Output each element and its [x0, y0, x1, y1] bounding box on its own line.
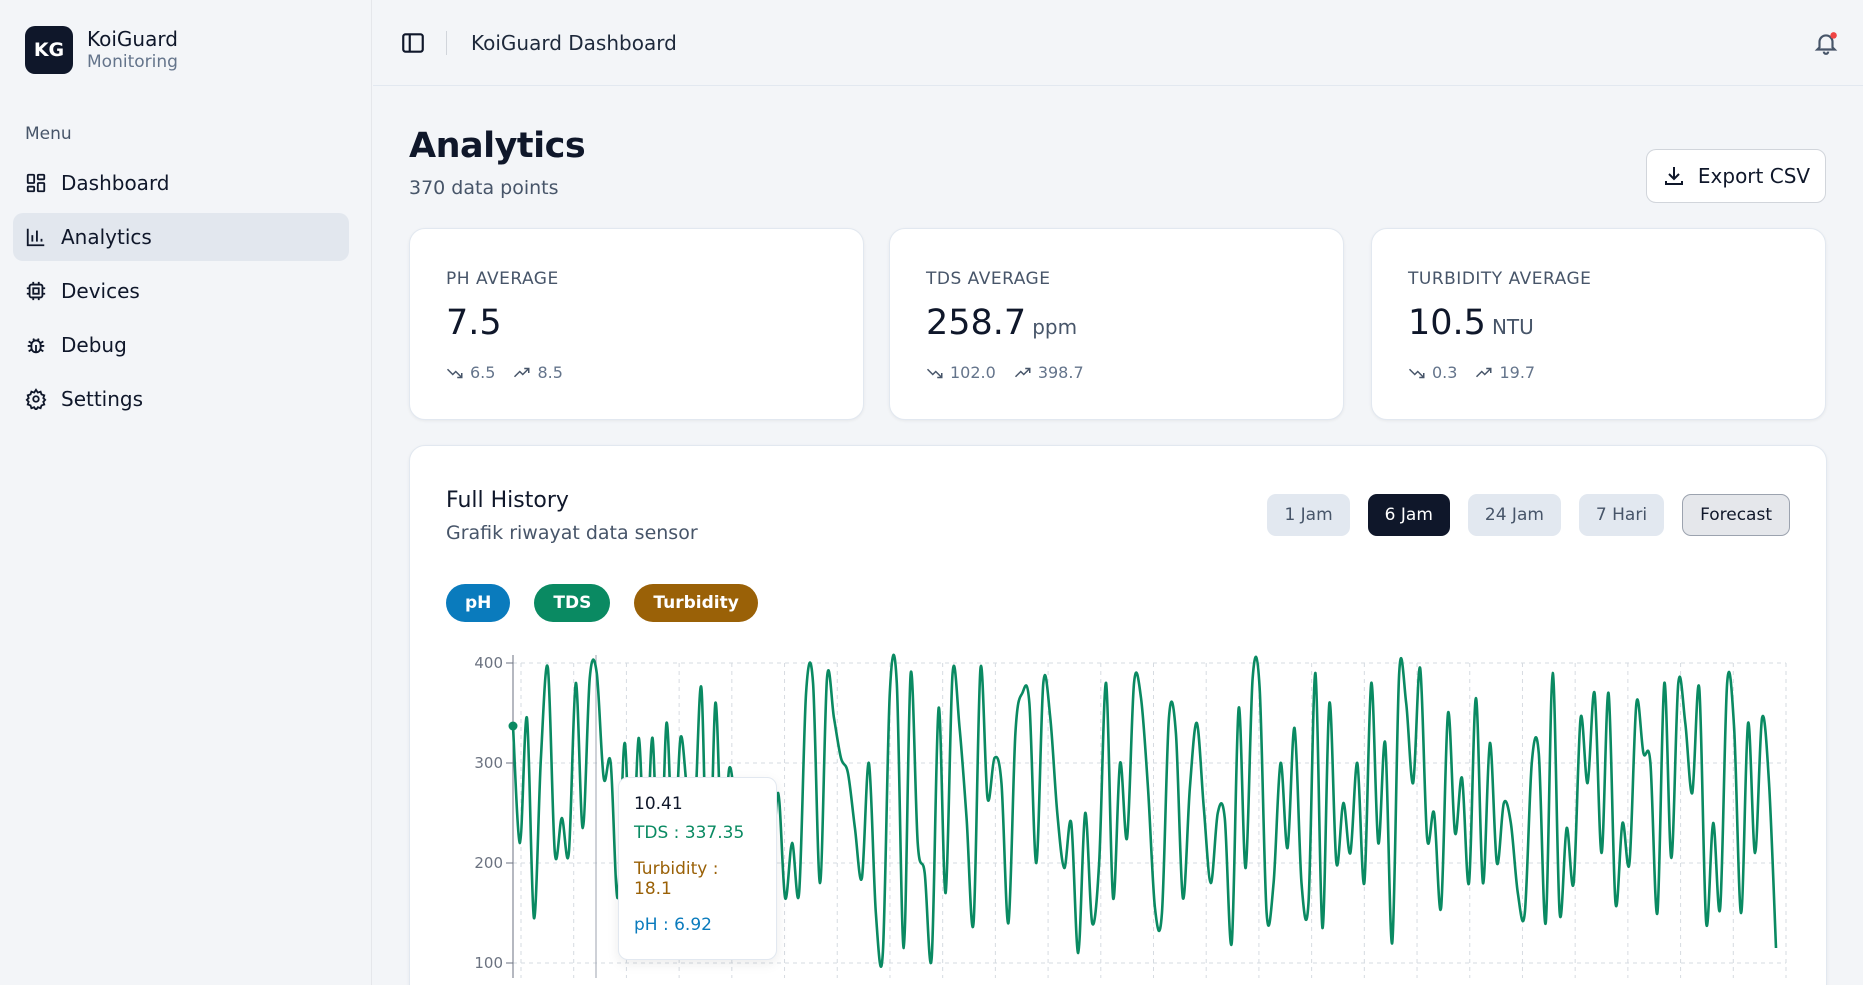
sidebar-item-debug[interactable]: Debug — [13, 321, 349, 369]
tooltip-turbidity: Turbidity : 18.1 — [634, 859, 719, 899]
stat-max: 8.5 — [537, 363, 563, 382]
chart-subtitle: Grafik riwayat data sensor — [446, 522, 698, 544]
trending-down-icon — [926, 368, 943, 378]
page-subtitle: 370 data points — [409, 177, 559, 199]
stat-value: 7.5 — [446, 303, 502, 343]
header-title: KoiGuard Dashboard — [471, 30, 677, 55]
stat-value-number: 10.5 — [1408, 303, 1486, 343]
stat-unit: ppm — [1032, 315, 1078, 339]
sidebar-item-analytics[interactable]: Analytics — [13, 213, 349, 261]
bell-icon[interactable] — [1813, 30, 1839, 56]
sidebar: KG KoiGuard Monitoring Menu Dashboard An… — [0, 0, 372, 985]
dashboard-icon — [26, 173, 46, 193]
active-point — [508, 721, 518, 731]
trending-up-icon — [514, 367, 530, 377]
download-icon — [1664, 167, 1683, 185]
stat-label: TDS AVERAGE — [926, 269, 1051, 289]
bug-icon — [27, 338, 45, 354]
series-toggle-tds[interactable]: TDS — [534, 584, 611, 622]
menu-label: Menu — [25, 124, 72, 144]
sidebar-item-label: Settings — [61, 387, 144, 411]
stat-value: 10.5 NTU — [1408, 303, 1534, 343]
range-selector: 1 Jam 6 Jam 24 Jam 7 Hari Forecast — [1249, 494, 1790, 536]
stat-range: 102.0 398.7 — [926, 363, 1102, 382]
notification-dot — [1830, 32, 1837, 39]
y-tick-label: 400 — [474, 654, 503, 672]
range-button-7-hari[interactable]: 7 Hari — [1578, 494, 1665, 536]
trending-up-icon — [1476, 367, 1492, 377]
stat-range: 0.3 19.7 — [1408, 363, 1553, 382]
y-tick-label: 200 — [474, 854, 503, 872]
bar-chart-icon — [26, 228, 45, 247]
stat-range: 6.5 8.5 — [446, 363, 581, 382]
brand[interactable]: KG KoiGuard Monitoring — [25, 26, 178, 74]
stat-min: 6.5 — [470, 363, 496, 382]
sidebar-item-label: Analytics — [61, 225, 152, 249]
tooltip-title: 10.41 — [634, 794, 683, 814]
y-tick-label: 100 — [474, 954, 503, 972]
tooltip-ph: pH : 6.92 — [634, 915, 712, 935]
stat-min: 102.0 — [950, 363, 996, 382]
stat-value: 258.7 ppm — [926, 303, 1077, 343]
sidebar-item-devices[interactable]: Devices — [13, 267, 349, 315]
range-button-24-jam[interactable]: 24 Jam — [1467, 494, 1561, 536]
trending-down-icon — [1408, 368, 1425, 378]
trending-up-icon — [1014, 367, 1031, 377]
top-header: KoiGuard Dashboard — [373, 0, 1863, 86]
sidebar-item-label: Dashboard — [61, 171, 170, 195]
header-divider — [446, 30, 447, 55]
stat-unit: NTU — [1491, 315, 1534, 339]
forecast-button[interactable]: Forecast — [1682, 494, 1790, 536]
stat-value-number: 7.5 — [446, 303, 502, 343]
full-history-card: Full History Grafik riwayat data sensor … — [409, 445, 1827, 985]
sidebar-item-settings[interactable]: Settings — [13, 375, 349, 423]
brand-subtitle: Monitoring — [87, 52, 178, 72]
chart-tooltip: 10.41 TDS : 337.35 Turbidity : 18.1 pH :… — [618, 777, 777, 960]
range-button-1-jam[interactable]: 1 Jam — [1267, 494, 1350, 536]
series-toggles: pH TDS Turbidity — [446, 584, 782, 622]
sidebar-item-label: Debug — [61, 333, 127, 357]
stat-card-turbidity: TURBIDITY AVERAGE 10.5 NTU 0.3 19.7 — [1371, 228, 1826, 420]
stat-label: TURBIDITY AVERAGE — [1408, 269, 1592, 289]
sidebar-item-dashboard[interactable]: Dashboard — [13, 159, 349, 207]
chip-icon — [26, 281, 46, 301]
gear-icon — [25, 388, 47, 410]
sidebar-item-label: Devices — [61, 279, 140, 303]
page-title: Analytics — [409, 126, 586, 166]
series-toggle-ph[interactable]: pH — [446, 584, 511, 622]
history-line-chart[interactable]: 400 300 200 100 — [446, 648, 1816, 985]
range-button-6-jam[interactable]: 6 Jam — [1367, 494, 1450, 536]
y-tick-label: 300 — [474, 754, 503, 772]
stat-card-ph: PH AVERAGE 7.5 6.5 8.5 — [409, 228, 864, 420]
stat-label: PH AVERAGE — [446, 269, 559, 289]
series-line-tds — [511, 653, 1778, 969]
brand-name: KoiGuard — [87, 27, 178, 51]
stat-max: 398.7 — [1037, 363, 1084, 382]
tooltip-tds: TDS : 337.35 — [634, 823, 745, 843]
stat-max: 19.7 — [1499, 363, 1536, 382]
chart-title: Full History — [446, 488, 569, 513]
series-toggle-turbidity[interactable]: Turbidity — [634, 584, 758, 622]
sidebar-toggle-icon[interactable] — [400, 30, 426, 56]
brand-logo: KG — [25, 26, 73, 74]
export-csv-label: Export CSV — [1697, 164, 1811, 188]
export-csv-button[interactable]: Export CSV — [1646, 149, 1826, 203]
stat-value-number: 258.7 — [926, 303, 1027, 343]
stat-min: 0.3 — [1432, 363, 1458, 382]
trending-down-icon — [446, 368, 463, 378]
stat-card-tds: TDS AVERAGE 258.7 ppm 102.0 398.7 — [889, 228, 1344, 420]
